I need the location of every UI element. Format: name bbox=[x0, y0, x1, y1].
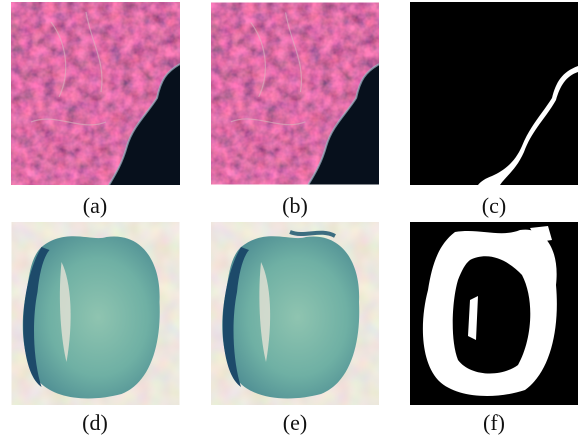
image bbox=[11, 2, 180, 185]
page: (a) (b) (c) (d) (e) (f) (() => { const d… bbox=[0, 0, 585, 443]
panel-d: (d) bbox=[12, 222, 180, 435]
caption: (f) bbox=[483, 410, 505, 435]
caption: (e) bbox=[283, 410, 307, 435]
caption: (d) bbox=[82, 410, 108, 435]
image bbox=[211, 222, 379, 405]
panel-b: (b) bbox=[211, 3, 379, 219]
caption: (a) bbox=[83, 193, 107, 218]
image bbox=[410, 2, 578, 185]
panel-e: (e) bbox=[211, 222, 379, 435]
image bbox=[211, 3, 379, 185]
figure: (a) (b) (c) (d) (e) (f) bbox=[0, 0, 585, 443]
caption: (c) bbox=[482, 193, 506, 218]
panel-a: (a) bbox=[11, 2, 180, 218]
panel-c: (c) bbox=[410, 2, 578, 218]
image bbox=[12, 222, 180, 405]
caption: (b) bbox=[282, 193, 308, 218]
panel-f: (f) bbox=[410, 222, 578, 435]
